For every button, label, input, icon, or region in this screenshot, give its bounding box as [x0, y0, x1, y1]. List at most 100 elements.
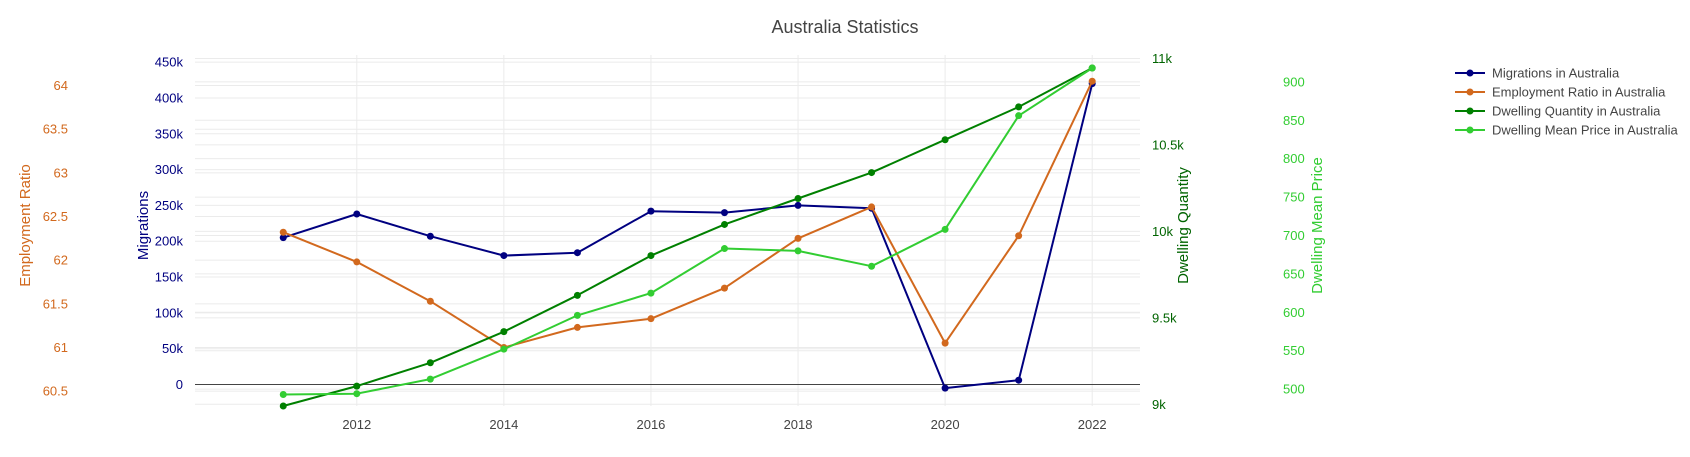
y1-tick-label: 0 [176, 377, 183, 392]
series-2-point[interactable] [1015, 232, 1023, 240]
y4-tick-label: 650 [1283, 266, 1305, 281]
series-line-3[interactable] [282, 67, 1093, 407]
series-2-point[interactable] [794, 234, 802, 242]
y2-tick-label: 63.5 [43, 122, 68, 137]
series-3-point[interactable] [1015, 103, 1023, 111]
series-2-point[interactable] [720, 284, 728, 292]
series-3-point[interactable] [794, 195, 802, 203]
series-1-point[interactable] [794, 201, 802, 209]
y4-tick-label: 850 [1283, 113, 1305, 128]
y1-tick-label: 150k [155, 270, 184, 285]
grid [195, 55, 1140, 406]
series-4-point[interactable] [1088, 64, 1096, 72]
y1-tick-label: 100k [155, 305, 184, 320]
series-3-point[interactable] [500, 328, 508, 336]
y2-axis-title: Employment Ratio [17, 164, 34, 287]
series-4-point[interactable] [426, 375, 434, 383]
y1-tick-label: 250k [155, 198, 184, 213]
series-2-point[interactable] [426, 297, 434, 305]
series-2-point[interactable] [647, 315, 655, 323]
series-4-point[interactable] [353, 390, 361, 398]
series-1-point[interactable] [353, 210, 361, 218]
series-1-point[interactable] [647, 207, 655, 215]
y1-tick-label: 450k [155, 55, 184, 70]
legend[interactable]: Migrations in Australia Employment Ratio … [1455, 66, 1678, 138]
series-1-point[interactable] [720, 209, 728, 217]
series-3-point[interactable] [279, 402, 287, 410]
y2-tick-label: 61.5 [43, 296, 68, 311]
series-4-point[interactable] [941, 225, 949, 233]
series-3-point[interactable] [720, 220, 728, 228]
series-2-point[interactable] [1088, 77, 1096, 85]
series-2-point[interactable] [868, 203, 876, 211]
series-line-1[interactable] [282, 83, 1094, 390]
y2-tick-label: 63 [54, 165, 68, 180]
series-line-4[interactable] [283, 67, 1093, 396]
series-1-point[interactable] [573, 249, 581, 257]
series-4-point[interactable] [573, 311, 581, 319]
legend-item[interactable]: Employment Ratio in Australia [1455, 85, 1666, 100]
legend-swatch-marker [1466, 69, 1474, 77]
y2-tick-label: 60.5 [43, 384, 68, 399]
y3-tick-label: 9.5k [1152, 310, 1177, 325]
series-4-point[interactable] [279, 390, 287, 398]
y2-tick-label: 62.5 [43, 209, 68, 224]
y1-tick-label: 400k [155, 90, 184, 105]
legend-label: Dwelling Quantity in Australia [1492, 104, 1661, 119]
y2-tick-label: 64 [54, 78, 68, 93]
series-1-point[interactable] [279, 234, 287, 242]
y1-tick-label: 200k [155, 234, 184, 249]
series-3-point[interactable] [868, 169, 876, 177]
x-tick-label: 2016 [636, 417, 665, 432]
y4-tick-label: 700 [1283, 228, 1305, 243]
series-4-point[interactable] [647, 289, 655, 297]
y4-tick-label: 550 [1283, 343, 1305, 358]
legend-item[interactable]: Migrations in Australia [1455, 66, 1620, 81]
series-1-point[interactable] [941, 384, 949, 392]
y4-axis-title: Dwelling Mean Price [1309, 157, 1326, 294]
series-2-point[interactable] [353, 258, 361, 266]
y1-tick-label: 350k [155, 126, 184, 141]
y3-tick-label: 11k [1152, 51, 1172, 66]
axes-layer: 2012 2014 2016 2018 2020 2022 0 50k 100k 150k 200k… [17, 51, 1326, 432]
series-4-point[interactable] [720, 245, 728, 253]
series-1-point[interactable] [1015, 376, 1023, 384]
series-4-point[interactable] [1015, 112, 1023, 120]
y4-tick-label: 750 [1283, 190, 1305, 205]
series-3-point[interactable] [941, 136, 949, 144]
y3-tick-label: 10.5k [1152, 137, 1184, 152]
legend-swatch-marker [1466, 88, 1474, 96]
legend-item[interactable]: Dwelling Quantity in Australia [1455, 104, 1661, 119]
y3-tick-label: 10k [1152, 224, 1173, 239]
y4-tick-label: 800 [1283, 151, 1305, 166]
series-line-2[interactable] [282, 80, 1094, 349]
legend-label: Migrations in Australia [1492, 66, 1620, 81]
y4-tick-label: 900 [1283, 74, 1305, 89]
series-4-point[interactable] [500, 345, 508, 353]
series-3-point[interactable] [353, 382, 361, 390]
y1-tick-label: 50k [162, 341, 183, 356]
y2-tick-label: 61 [54, 340, 68, 355]
series-4-point[interactable] [868, 262, 876, 270]
y3-axis-title: Dwelling Quantity [1175, 167, 1192, 284]
series-2-point[interactable] [573, 323, 581, 331]
series-1-point[interactable] [500, 252, 508, 260]
x-tick-label: 2014 [489, 417, 518, 432]
x-tick-label: 2018 [784, 417, 813, 432]
series-2-point[interactable] [941, 339, 949, 347]
series-3-point[interactable] [647, 252, 655, 260]
x-tick-label: 2022 [1078, 417, 1107, 432]
legend-label: Dwelling Mean Price in Australia [1492, 123, 1678, 138]
series-3-point[interactable] [426, 359, 434, 367]
y2-tick-label: 62 [54, 253, 68, 268]
legend-label: Employment Ratio in Australia [1492, 85, 1666, 100]
legend-swatch-marker [1466, 107, 1474, 115]
legend-item[interactable]: Dwelling Mean Price in Australia [1455, 123, 1678, 138]
series-3-point[interactable] [573, 291, 581, 299]
series-4-point[interactable] [794, 247, 802, 255]
series-1-point[interactable] [426, 232, 434, 240]
x-tick-label: 2020 [931, 417, 960, 432]
series-2-point[interactable] [279, 228, 287, 236]
